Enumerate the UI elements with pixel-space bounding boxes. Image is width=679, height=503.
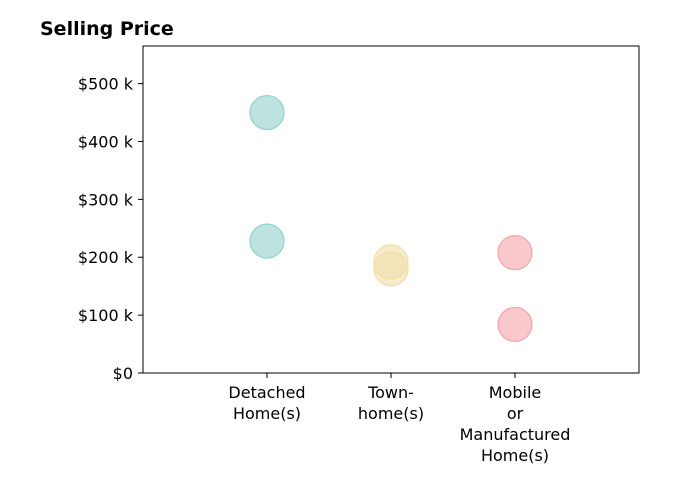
x-tick-label: Detached — [228, 383, 305, 402]
x-tick-label: Home(s) — [481, 446, 549, 465]
x-tick-label: Mobile — [489, 383, 541, 402]
y-tick-label: $100 k — [78, 306, 134, 325]
plot-area-frame — [142, 45, 640, 374]
data-point — [497, 235, 533, 271]
x-tick-label: Manufactured — [460, 425, 571, 444]
x-axis: Detached Home(s) Town-home(s) Mobile or Manuf… — [228, 373, 570, 465]
data-points — [249, 94, 533, 342]
y-axis: $0 $100 k $200 k $300 k $400 k $500 k — [78, 75, 143, 383]
x-tick-label: or — [507, 404, 524, 423]
data-point — [249, 94, 285, 131]
y-tick-label: $400 k — [78, 132, 134, 151]
y-tick-label: $300 k — [78, 190, 134, 209]
chart-title: Selling Price — [40, 18, 174, 40]
y-tick-label: $500 k — [78, 75, 134, 94]
y-tick-label: $0 — [113, 364, 133, 383]
data-point — [373, 251, 409, 287]
x-tick-label: home(s) — [358, 404, 424, 423]
x-tick-label: Town- — [367, 383, 414, 402]
data-point — [249, 223, 285, 259]
data-point — [497, 306, 533, 342]
x-tick-label: Home(s) — [233, 404, 301, 423]
y-tick-label: $200 k — [78, 248, 134, 267]
